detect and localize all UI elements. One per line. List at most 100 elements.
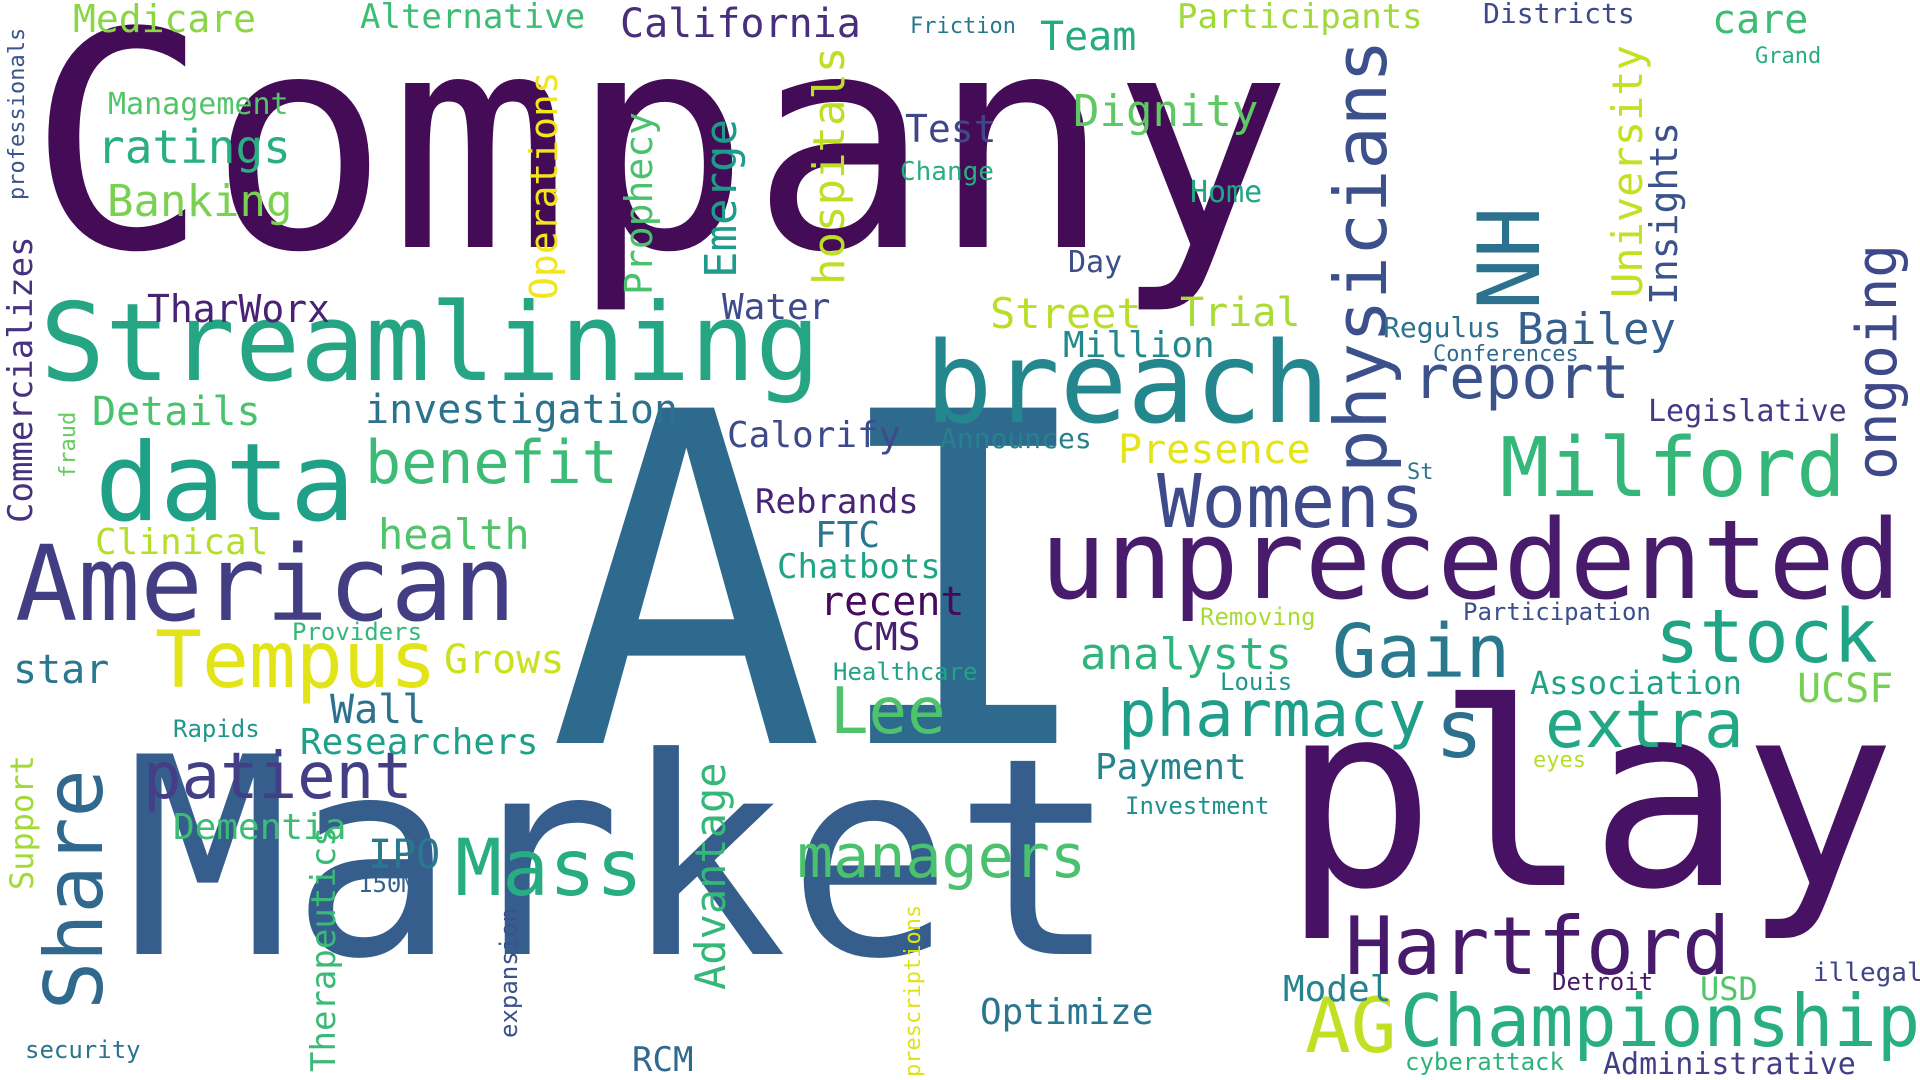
word-optimize: Optimize xyxy=(980,992,1154,1033)
word-alternative: Alternative xyxy=(360,0,586,37)
word-health: health xyxy=(378,510,530,559)
word-mass: Mass xyxy=(455,824,643,914)
word-providers: Providers xyxy=(292,618,423,646)
word-wall: Wall xyxy=(330,687,427,733)
word-play: play xyxy=(1282,649,1897,946)
word-dementia: Dementia xyxy=(173,807,347,848)
word-gain: Gain xyxy=(1332,609,1511,695)
word-stock: stock xyxy=(1655,594,1878,680)
word-support: Support xyxy=(3,755,41,890)
word-team: Team xyxy=(1040,14,1137,60)
word-management: Management xyxy=(108,87,289,122)
word-pharmacy: pharmacy xyxy=(1118,678,1427,752)
word-ongoing: ongoing xyxy=(1845,243,1910,480)
word-dignity: Dignity xyxy=(1073,86,1259,137)
word-ucsf: UCSF xyxy=(1797,666,1894,712)
word-st: St xyxy=(1407,460,1434,485)
word-day: Day xyxy=(1068,245,1123,280)
word-cyberattack: cyberattack xyxy=(1405,1048,1564,1076)
word-presence: Presence xyxy=(1118,427,1311,473)
word-championship: Championship xyxy=(1400,979,1920,1063)
word-analysts: analysts xyxy=(1080,629,1292,680)
word-tempus: Tempus xyxy=(155,616,437,706)
word-hartford: Hartford xyxy=(1345,900,1731,993)
word-care: care xyxy=(1712,0,1809,43)
word-share: Share xyxy=(28,769,121,1010)
word-clinical: Clinical xyxy=(95,522,269,563)
word-lee: Lee xyxy=(830,675,946,749)
word-million: Million xyxy=(1063,325,1215,366)
word-administrative: Administrative xyxy=(1603,1047,1856,1080)
word-operations: Operations xyxy=(522,71,566,300)
word-trial: Trial xyxy=(1180,290,1301,336)
word-usd: USD xyxy=(1700,970,1758,1008)
word-fraud: fraud xyxy=(56,411,81,478)
word-illegal: illegal xyxy=(1813,958,1920,988)
word-conferences: Conferences xyxy=(1433,342,1579,367)
word-commercializes: Commercializes xyxy=(1,236,41,523)
word-california: California xyxy=(620,1,861,47)
word-patient: patient xyxy=(143,740,413,814)
word-professionals: professionals xyxy=(5,27,30,200)
word-detroit: Detroit xyxy=(1552,968,1654,996)
word-extra: extra xyxy=(1545,686,1744,763)
word-removing: Removing xyxy=(1200,603,1316,631)
word-data: data xyxy=(95,421,356,546)
word-benefit: benefit xyxy=(365,428,618,498)
word-american: American xyxy=(15,523,516,645)
word-calorify: Calorify xyxy=(727,415,901,456)
word-investment: Investment xyxy=(1125,792,1270,820)
word-ipo: IPO xyxy=(368,832,441,878)
word-chatbots: Chatbots xyxy=(777,547,941,587)
word-association: Association xyxy=(1530,664,1742,702)
word-details: Details xyxy=(92,389,261,435)
word-emerge: Emerge xyxy=(696,119,747,278)
word-participation: Participation xyxy=(1463,598,1651,626)
word-investigation: investigation xyxy=(365,387,679,433)
word-payment: Payment xyxy=(1095,747,1247,788)
word-breach: breach xyxy=(925,319,1330,449)
word-report: report xyxy=(1413,343,1630,413)
word-unprecedented: unprecedented xyxy=(1040,496,1901,624)
word-managers: managers xyxy=(797,822,1086,892)
word-louis: Louis xyxy=(1220,668,1293,696)
word-physicians: physicians xyxy=(1319,39,1403,473)
word-150m: 150M xyxy=(358,870,416,898)
word-streamlining: Streamlining xyxy=(40,281,821,406)
word-hospitals: hospitals xyxy=(804,46,855,285)
word-rcm: RCM xyxy=(632,1040,694,1080)
word-friction: Friction xyxy=(910,14,1016,39)
word-ratings: ratings xyxy=(97,120,291,174)
word-expansion: expansion xyxy=(495,907,523,1038)
word-prescriptions: prescriptions xyxy=(901,904,926,1077)
word-security: security xyxy=(25,1036,141,1064)
word-announces: Announces xyxy=(940,422,1092,455)
word-star: star xyxy=(13,647,110,693)
word-womens: Womens xyxy=(1157,459,1425,545)
word-change: Change xyxy=(900,157,994,187)
word-eyes: eyes xyxy=(1533,748,1586,773)
word-grows: Grows xyxy=(444,637,565,683)
word-legislative: Legislative xyxy=(1648,394,1847,429)
word-districts: Districts xyxy=(1483,0,1635,30)
word-s: s xyxy=(1435,683,1484,776)
word-recent: recent xyxy=(820,579,965,625)
word-advantage: Advantage xyxy=(686,762,735,990)
word-regulus: Regulus xyxy=(1383,311,1502,344)
word-water: Water xyxy=(722,287,831,328)
word-street: Street xyxy=(990,289,1142,338)
word-company: Company xyxy=(28,0,1293,318)
word-prophecy: Prophecy xyxy=(617,111,661,295)
word-participants: Participants xyxy=(1177,0,1423,37)
word-home: Home xyxy=(1190,175,1263,210)
word-medicare: Medicare xyxy=(73,0,257,41)
word-nh: NH xyxy=(1460,206,1560,310)
word-bailey: Bailey xyxy=(1517,304,1676,355)
word-researchers: Researchers xyxy=(300,722,539,763)
word-cms: CMS xyxy=(852,615,921,659)
word-tharworx: TharWorx xyxy=(147,287,331,331)
word-banking: Banking xyxy=(107,176,293,227)
word-ftc: FTC xyxy=(815,515,881,556)
word-market: Market xyxy=(125,699,1119,1019)
word-rapids: Rapids xyxy=(173,715,260,743)
